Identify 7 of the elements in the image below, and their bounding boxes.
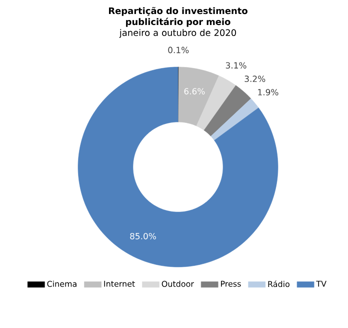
data-label: 6.6% <box>184 88 205 94</box>
data-label: 1.9% <box>258 89 278 96</box>
data-label: 85.0% <box>130 232 156 240</box>
data-label: 3.1% <box>226 62 246 69</box>
data-label: 0.1% <box>168 46 189 54</box>
chart-subtitle: janeiro a outubro de 2020 <box>119 29 236 38</box>
data-label: 3.2% <box>244 76 266 82</box>
